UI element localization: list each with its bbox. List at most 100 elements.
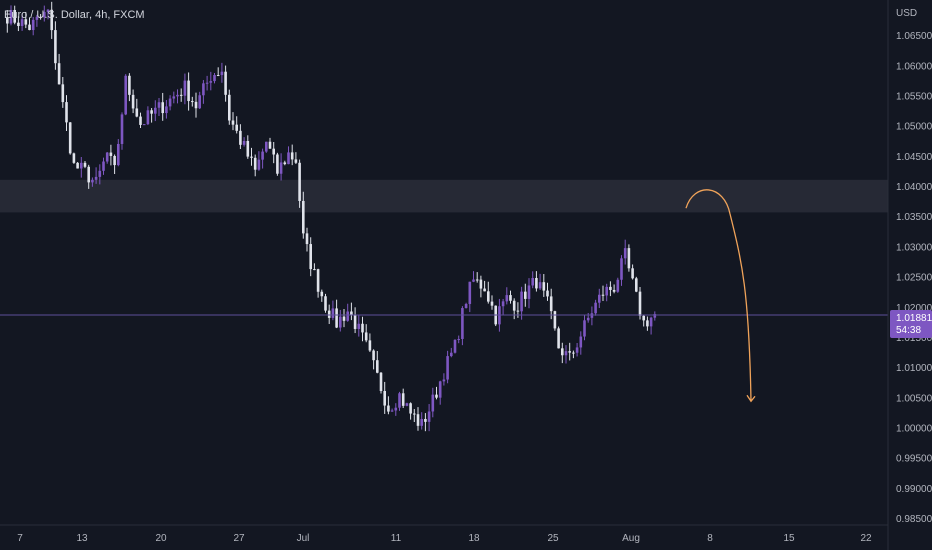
- candle: [324, 293, 327, 313]
- time-axis-tick-label: 22: [860, 533, 872, 544]
- candle-body: [250, 156, 253, 158]
- candle-body: [612, 289, 616, 292]
- candle: [331, 300, 335, 321]
- candle-body: [575, 347, 579, 353]
- candle-body: [61, 84, 65, 103]
- candle-body: [420, 418, 423, 426]
- candle-body: [35, 16, 39, 20]
- price-axis-tick-label: 1.03500: [896, 212, 932, 223]
- candle-body: [479, 279, 483, 289]
- candle-body: [65, 102, 68, 123]
- candle: [635, 276, 638, 293]
- candle: [83, 160, 87, 169]
- candle: [276, 152, 279, 176]
- candle: [620, 255, 623, 286]
- candle-body: [305, 233, 309, 245]
- candle-body: [475, 279, 479, 281]
- time-axis[interactable]: 7 13 20 27 Jul 11 18 25 Aug 8 15 22: [0, 524, 888, 544]
- candle: [298, 159, 301, 208]
- candle: [279, 153, 283, 181]
- candle: [261, 148, 264, 169]
- candle: [594, 299, 597, 316]
- candle-body: [68, 122, 72, 154]
- candle-body: [246, 140, 250, 157]
- time-axis-tick-label: 25: [547, 533, 559, 544]
- candle: [43, 5, 46, 22]
- candle: [194, 92, 198, 118]
- candle: [50, 1, 53, 39]
- candle-body: [194, 101, 198, 109]
- candle-body: [623, 248, 627, 259]
- candle: [509, 290, 512, 304]
- candle: [368, 333, 372, 353]
- candle: [520, 286, 523, 320]
- time-axis-tick-label: 7: [17, 533, 23, 544]
- candle-body: [516, 310, 520, 312]
- candle: [98, 164, 102, 185]
- candle-body: [216, 75, 220, 77]
- candle-body: [102, 161, 105, 171]
- resistance-zone: [0, 179, 888, 213]
- candle-body: [80, 162, 83, 169]
- candle: [176, 89, 179, 104]
- candle: [46, 9, 50, 20]
- candle: [216, 67, 220, 77]
- price-axis-unit: USD: [896, 8, 917, 19]
- candle: [335, 299, 338, 329]
- candle-body: [435, 394, 438, 398]
- candle-body: [268, 141, 272, 149]
- candle-body: [187, 80, 190, 102]
- candle: [76, 162, 79, 169]
- candle: [183, 73, 187, 105]
- candle-body: [135, 108, 139, 117]
- candle: [479, 275, 483, 298]
- candle: [342, 308, 346, 328]
- candle: [420, 412, 423, 430]
- candle: [505, 287, 509, 305]
- candle-body: [638, 291, 642, 316]
- price-axis[interactable]: USD 1.06500 1.06000 1.05500 1.05000 1.04500 1.…: [887, 0, 932, 550]
- candle-body: [524, 291, 527, 299]
- candle-body: [598, 294, 601, 303]
- candle-body: [542, 282, 546, 291]
- candle: [165, 100, 168, 119]
- candle-body: [57, 63, 61, 85]
- candle: [228, 89, 231, 125]
- price-axis-tick-label: 1.03000: [896, 242, 932, 253]
- candle: [353, 307, 357, 334]
- price-axis-tick-label: 0.99500: [896, 454, 932, 465]
- candle-body: [557, 328, 560, 349]
- candle-body: [405, 403, 409, 406]
- candle: [601, 285, 605, 301]
- price-tag-countdown: 54:38: [896, 325, 921, 336]
- candle-body: [146, 110, 150, 125]
- candle: [431, 387, 435, 418]
- overlay-layer: [0, 189, 888, 403]
- candle-body: [331, 308, 335, 318]
- price-axis-tick-label: 0.98500: [896, 514, 932, 525]
- candle: [487, 281, 490, 304]
- candle: [239, 124, 242, 149]
- candle-body: [161, 102, 164, 114]
- candle-body: [483, 288, 486, 292]
- candle: [642, 314, 645, 327]
- candle: [612, 284, 616, 294]
- candle-body: [154, 107, 157, 114]
- candle: [57, 53, 61, 85]
- candle-body: [564, 351, 568, 356]
- candle: [501, 298, 505, 315]
- candle: [361, 316, 364, 342]
- candle: [113, 154, 116, 175]
- candle: [450, 347, 453, 358]
- candle: [572, 350, 575, 359]
- candle: [453, 339, 457, 354]
- candle-body: [54, 30, 57, 64]
- candle-body: [427, 411, 431, 422]
- candle: [302, 191, 305, 239]
- candle-body: [320, 291, 324, 297]
- candle-body: [9, 9, 13, 24]
- candle: [376, 350, 379, 374]
- time-axis-tick-label: 20: [155, 533, 167, 544]
- candle: [120, 112, 124, 150]
- candle: [405, 402, 409, 407]
